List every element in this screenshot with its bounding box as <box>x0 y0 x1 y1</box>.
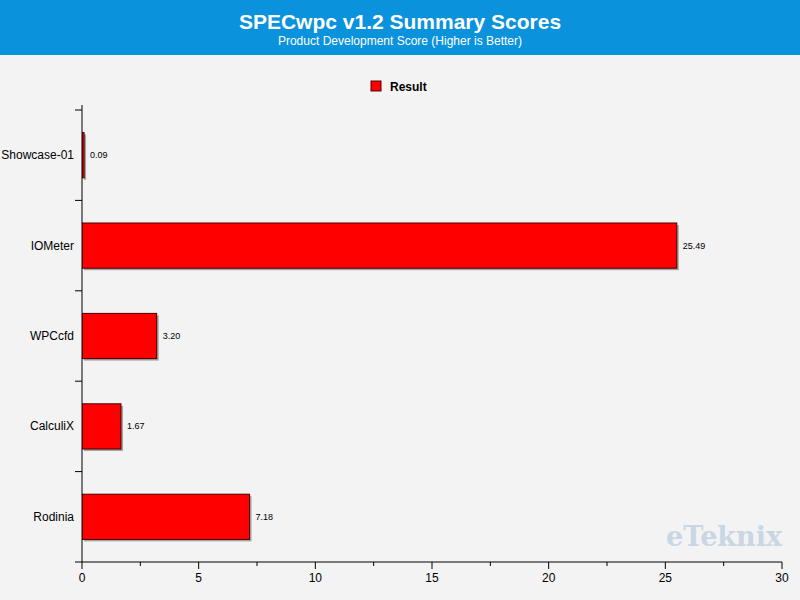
category-label: CalculiX <box>30 419 74 433</box>
x-tick-label: 0 <box>79 571 86 585</box>
x-tick-label: 5 <box>195 571 202 585</box>
bars <box>82 133 679 542</box>
x-tick-label: 15 <box>425 571 439 585</box>
x-minor-tick <box>140 562 141 566</box>
y-tick <box>75 381 82 382</box>
title: SPECwpc v1.2 Summary Scores <box>239 10 561 33</box>
background <box>0 0 800 600</box>
subtitle: Product Development Score (Higher is Bet… <box>278 34 522 48</box>
data-label: 3.20 <box>163 331 181 341</box>
x-tick <box>82 562 83 569</box>
x-minor-tick <box>490 562 491 566</box>
header-band <box>0 0 800 55</box>
x-tick-label: 10 <box>309 571 323 585</box>
y-tick <box>75 290 82 291</box>
data-label: 25.49 <box>683 241 706 251</box>
x-tick <box>198 562 199 569</box>
x-minor-tick <box>373 562 374 566</box>
category-label: IOMeter <box>31 239 74 253</box>
bar <box>82 313 157 358</box>
category-label: Rodinia <box>33 510 74 524</box>
x-tick <box>315 562 316 569</box>
chart: SPECwpc v1.2 Summary ScoresProduct Devel… <box>0 0 800 600</box>
x-tick-label: 30 <box>775 571 789 585</box>
y-tick <box>75 471 82 472</box>
legend-swatch <box>371 81 381 91</box>
x-minor-tick <box>257 562 258 566</box>
x-minor-tick <box>723 562 724 566</box>
x-tick <box>432 562 433 569</box>
category-label: WPCcfd <box>30 329 74 343</box>
x-minor-tick <box>607 562 608 566</box>
x-tick <box>548 562 549 569</box>
x-tick <box>665 562 666 569</box>
data-label: 7.18 <box>256 512 274 522</box>
x-tick <box>782 562 783 569</box>
x-tick-label: 20 <box>542 571 556 585</box>
y-tick <box>75 200 82 201</box>
y-axis <box>82 105 83 562</box>
data-label: 1.67 <box>127 421 145 431</box>
bar <box>82 223 677 268</box>
legend-label: Result <box>390 80 427 94</box>
y-tick <box>75 110 82 111</box>
watermark: eTeknix <box>666 521 783 552</box>
data-label: 0.09 <box>90 150 108 160</box>
chart-root: SPECwpc v1.2 Summary ScoresProduct Devel… <box>0 0 800 600</box>
bar <box>82 494 250 539</box>
x-tick-label: 25 <box>659 571 673 585</box>
legend: Result <box>371 80 427 94</box>
bar <box>82 404 121 449</box>
y-tick <box>75 562 82 563</box>
category-label: Showcase-01 <box>1 148 74 162</box>
